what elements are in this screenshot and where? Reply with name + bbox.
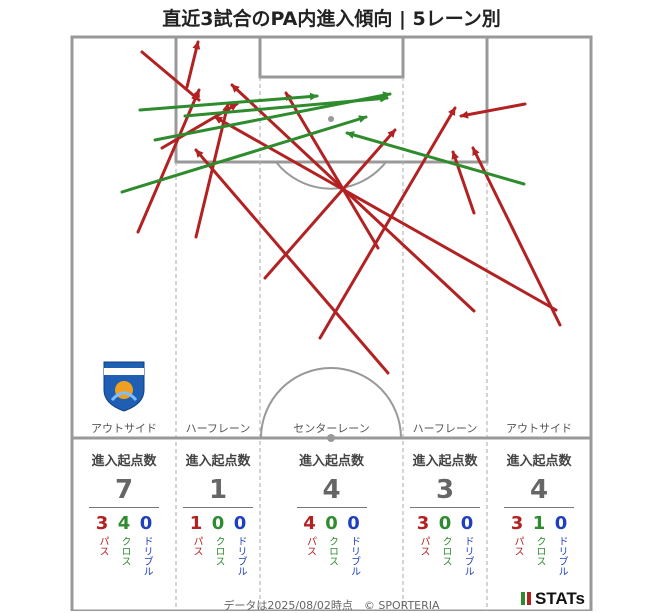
pass-arrow [213,115,558,312]
brand-mark-icon [526,592,531,605]
pass-arrow [194,148,390,375]
divider [183,507,253,508]
divider [296,507,367,508]
cross-count: 1 [532,513,546,534]
center-spot [327,434,335,442]
dribble-label: ドリブル [235,536,246,576]
entry-count-heading: 進入起点数 [298,454,364,469]
lane-stats-2: 進入起点数 4 4 パス 0 クロス 0 ドリブル [260,450,403,576]
entry-count-heading: 進入起点数 [412,454,478,469]
pass-count: 3 [416,513,430,534]
cross-arrow [345,131,526,186]
arrow-layer [120,40,562,375]
pass-label: パス [418,536,429,556]
pass-arrow [451,150,476,215]
dribble-count: 0 [139,513,153,534]
entry-count-heading: 進入起点数 [185,454,251,469]
lane-stats-0: 進入起点数 7 3 パス 4 クロス 0 ドリブル [72,450,176,576]
pass-arrow [140,50,201,102]
penalty-area [174,35,489,164]
center-circle [260,367,402,439]
pass-arrow [136,88,201,234]
dribble-label: ドリブル [462,536,473,576]
lane-label-halflane-right: ハーフレーン [412,422,478,435]
chart-title: 直近3試合のPA内進入傾向 | 5レーン別 [162,8,501,30]
divider [504,507,574,508]
dribble-label: ドリブル [141,536,152,576]
penalty-spot [328,116,334,122]
stats-brand-logo: STATs [520,589,585,609]
pass-arrow [263,128,397,280]
cross-count: 0 [325,513,338,534]
divider [89,507,159,508]
entry-count-total: 4 [529,475,549,505]
lane-stats-4: 進入起点数 4 3 パス 1 クロス 0 ドリブル [487,450,591,576]
cross-label: クロス [213,536,224,566]
cross-label: クロス [326,536,338,566]
lane-label-center: センターレーン [293,422,370,435]
cross-label: クロス [440,536,451,566]
entry-count-total: 4 [322,475,341,505]
goal-area [258,35,405,79]
pass-arrow [284,91,380,250]
lane-label-outside-left: アウトサイド [91,422,157,435]
dribble-label: ドリブル [348,536,360,576]
lane-label-outside-right: アウトサイド [506,422,572,435]
footer-credit: データは2025/08/02時点 © SPORTERIA [223,599,440,612]
pass-label: パス [191,536,202,556]
dribble-count: 0 [347,513,360,534]
cross-label: クロス [119,536,130,566]
dribble-count: 0 [460,513,474,534]
club-logo [103,361,145,412]
pass-arrow [185,40,201,89]
pass-arrow [459,102,527,119]
cross-label: クロス [534,536,545,566]
dribble-count: 0 [554,513,568,534]
lane-label-halflane-left: ハーフレーン [185,422,251,435]
cross-count: 4 [117,513,131,534]
lane-stats-3: 進入起点数 3 3 パス 0 クロス 0 ドリブル [403,450,487,576]
penalty-arc [275,161,387,190]
dribble-count: 0 [233,513,247,534]
entry-count-total: 1 [208,475,228,505]
pass-count: 1 [189,513,203,534]
cross-arrow [138,92,319,112]
pass-count: 3 [510,513,524,534]
entry-count-heading: 進入起点数 [91,454,157,469]
entry-count-total: 7 [114,475,134,505]
lane-stats-1: 進入起点数 1 1 パス 0 クロス 0 ドリブル [176,450,260,576]
pass-label: パス [97,536,108,556]
cross-arrow [183,94,389,118]
pass-count: 4 [303,513,316,534]
divider [410,507,480,508]
pass-label: パス [304,536,316,556]
pass-arrow [471,146,562,327]
brand-mark-icon [520,592,525,605]
cross-count: 0 [438,513,452,534]
brand-name: STATs [534,589,585,608]
pass-label: パス [512,536,523,556]
cross-arrow [120,115,368,194]
pass-count: 3 [95,513,109,534]
dribble-label: ドリブル [556,536,567,576]
pass-arrow [230,83,476,313]
cross-count: 0 [211,513,225,534]
pass-arrow [318,106,457,340]
entry-count-total: 3 [435,475,455,505]
entry-count-heading: 進入起点数 [506,454,572,469]
